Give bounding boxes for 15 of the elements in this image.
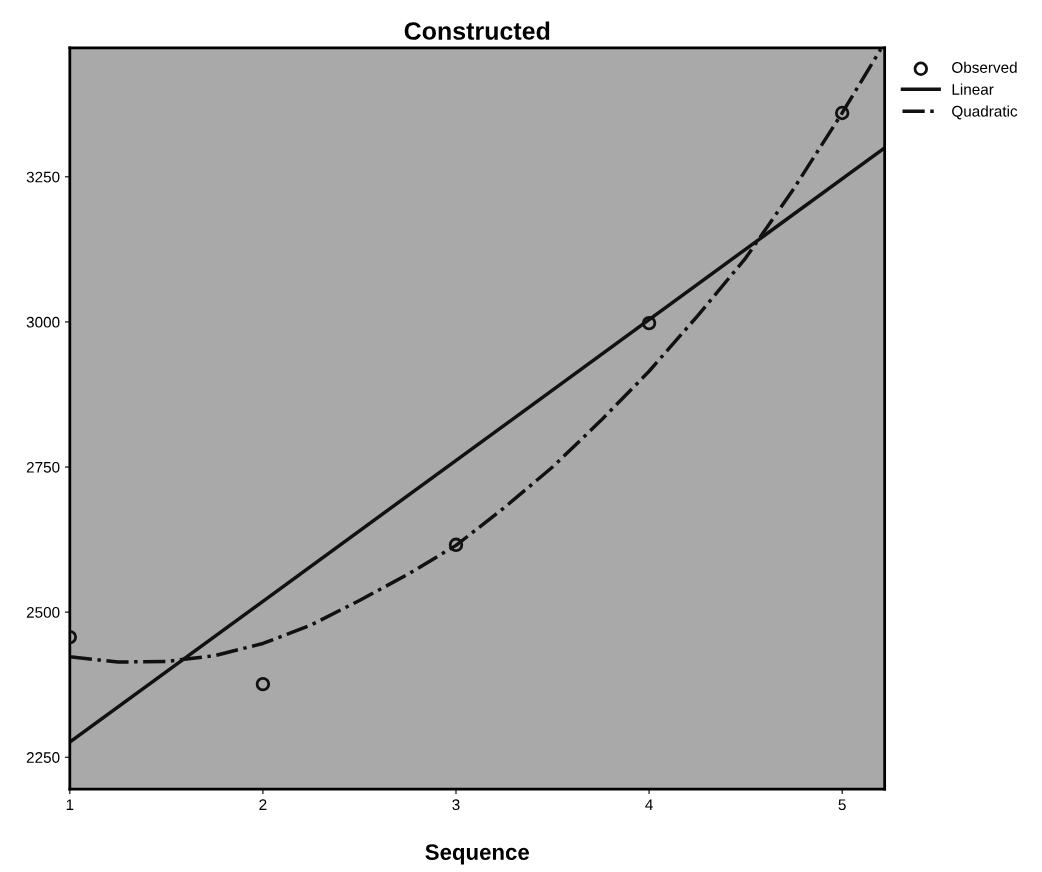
legend-label: Quadratic [952,105,1018,120]
y-tick-label: 2500 [26,607,60,618]
legend-label: Observed [952,61,1017,73]
legend-label: Linear [952,83,994,95]
y-tick-label: 2750 [26,461,60,473]
x-axis-title: Sequence [425,844,529,865]
chart-title: Constructed [404,21,550,40]
x-tick-label: 5 [838,799,846,811]
x-tick-label: 1 [66,799,74,810]
y-tick-label: 2250 [26,752,60,763]
x-tick-label: 4 [645,799,653,810]
x-tick-label: 3 [452,799,460,811]
y-tick-label: 3250 [26,171,60,183]
y-tick-label: 3000 [26,316,60,328]
x-tick-label: 2 [259,799,267,810]
